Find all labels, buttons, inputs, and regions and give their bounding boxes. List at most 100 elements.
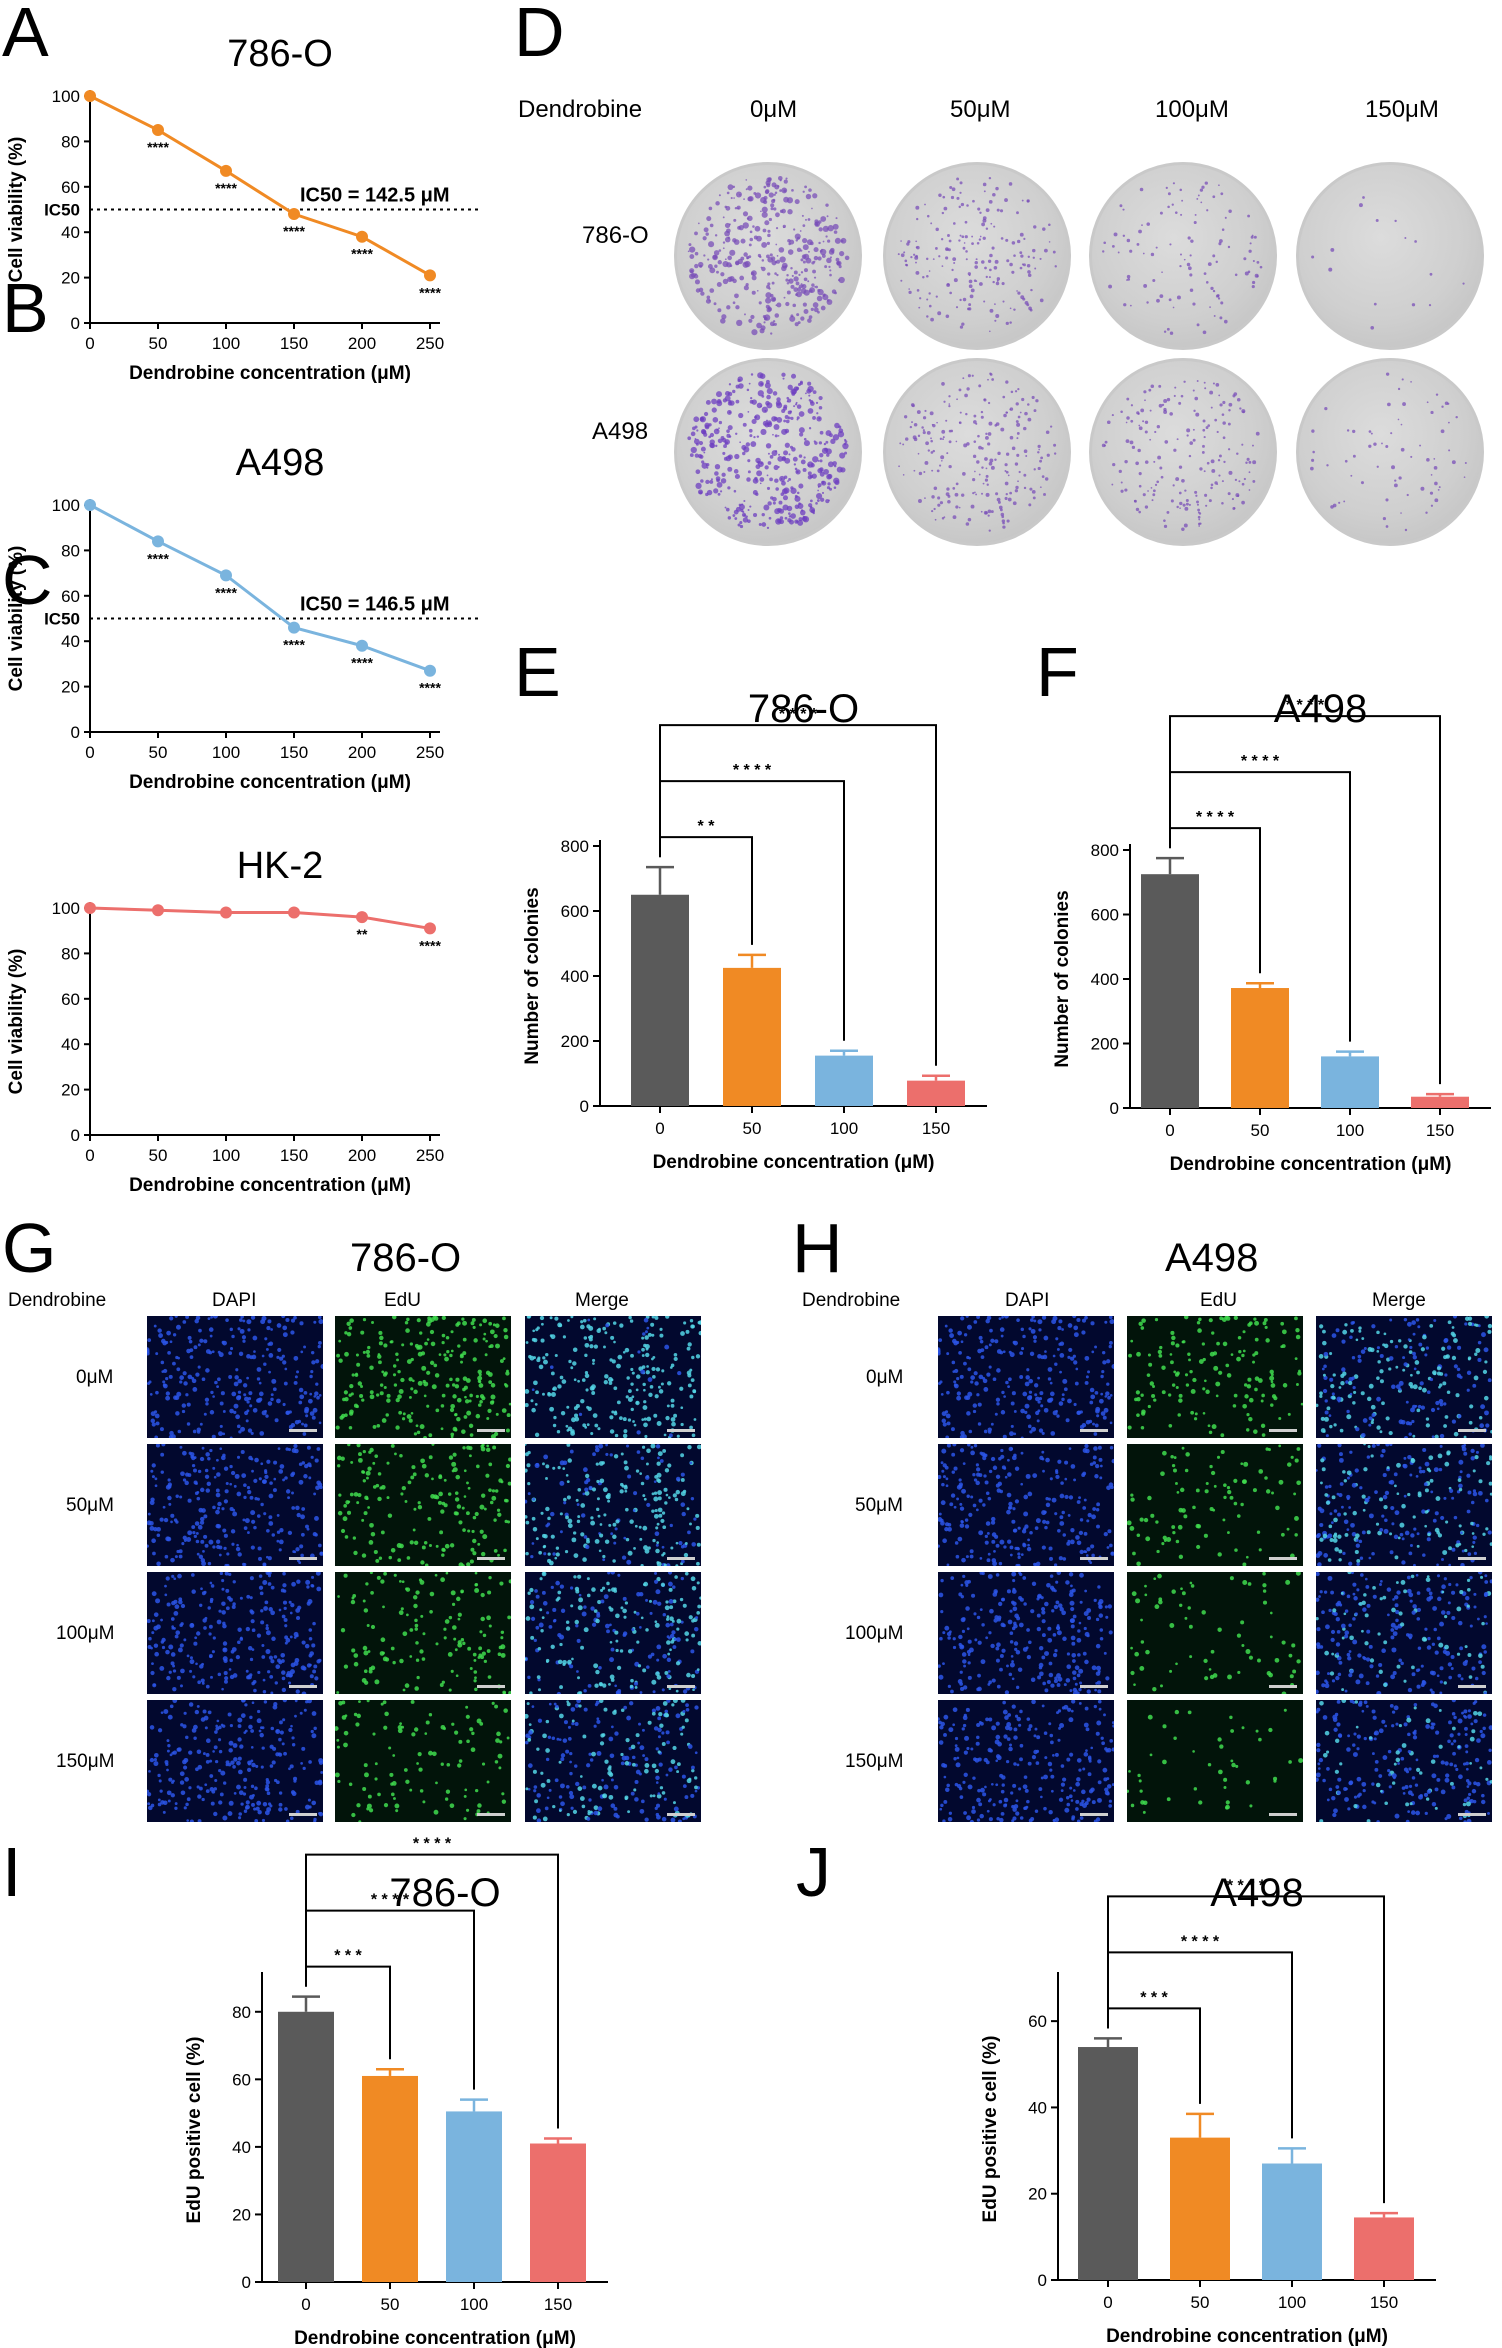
chart-F-ytick-label-600: 600 [1091,906,1119,925]
edu-786o-scale-bar-r3-c0 [289,1813,317,1816]
chart-E-bar-0 [631,894,689,1106]
chart-I-xtick-label-50: 50 [381,2295,400,2314]
panel-letter-f: F [1036,633,1079,711]
edu-786o-cells-r1-c2 [525,1444,701,1566]
edu-a498-cells-r2-c1 [1130,1572,1301,1694]
chart-B-point-200 [356,639,368,652]
chart-A-ytick-label-60: 60 [61,178,80,197]
plates-col-0: 0μM [750,96,798,123]
chart-C-point-0 [84,902,96,914]
chart-C-point-50 [152,904,164,917]
chart-I-bracket-3 [305,1853,559,2129]
colony-plate-dots-r1-c2 [1101,380,1260,532]
chart-B-xtick-label-100: 100 [212,743,240,762]
chart-A-ytick-label-100: 100 [52,87,80,106]
chart-B-ic50-annotation: IC50 = 146.5 μM [300,594,450,616]
edu-a498-cells-r1-c0 [938,1444,1114,1566]
edu-a498-cells-r3-c2 [1316,1700,1492,1822]
colony-plate-dots-r1-c1 [898,372,1057,532]
edu-786o-cells-r0-c2 [525,1316,701,1438]
chart-J-xtick-label-50: 50 [1191,2293,1210,2312]
edu-786o-treatment-label: Dendrobine [8,1290,107,1311]
chart-B-ytick-label-100: 100 [52,496,80,515]
edu-786o-scale-bar-r3-c2 [667,1813,695,1816]
chart-E-title: 786-O [748,687,859,731]
edu-a498-scale-bar-r2-c0 [1080,1685,1108,1688]
edu-a498-cells-r3-c0 [938,1700,1114,1822]
chart-A-xtick-label-0: 0 [85,334,94,353]
chart-B-sig-150: **** [283,637,305,653]
chart-B-sig-200: **** [351,655,373,671]
plates-row-a498: A498 [592,418,649,445]
chart-A-ytick-label-80: 80 [61,132,80,151]
chart-C-xtick-label-200: 200 [348,1146,376,1165]
chart-J-ylabel: EdU positive cell (%) [980,2036,1001,2223]
chart-I-bracket-label-1: * * * [334,1948,362,1965]
chart-F-title: A498 [1274,687,1367,731]
chart-F-bracket-label-3: * * * * [1286,697,1325,714]
chart-E-xtick-label-150: 150 [922,1119,950,1138]
colony-plate-dots-r1-c3 [1310,372,1467,532]
edu-a498-image-r2-c2 [1316,1572,1492,1694]
chart-I-ytick-label-20: 20 [232,2205,251,2224]
edu-a498-scale-bar-r0-c1 [1269,1429,1297,1432]
chart-E-ylabel: Number of colonies [522,887,543,1064]
edu-786o-cells-r3-c2 [525,1700,701,1822]
chart-A-point-250 [424,269,436,282]
edu-a498-image-r1-c0 [938,1444,1114,1566]
chart-B-point-0 [84,499,96,511]
chart-B-ic50-label: IC50 [44,610,80,629]
chart-I-xlabel: Dendrobine concentration (μM) [294,2328,576,2348]
chart-C-ytick-label-100: 100 [52,899,80,918]
chart-J-ytick-label-40: 40 [1028,2098,1047,2117]
panel-letter-h: H [792,1209,843,1287]
edu-786o-cells-r3-c1 [335,1700,510,1822]
chart-F-ytick-label-0: 0 [1110,1099,1119,1118]
colony-plate-r1-c1 [883,358,1071,546]
edu-a498-scale-bar-r2-c2 [1458,1685,1486,1688]
chart-E-xlabel: Dendrobine concentration (μM) [653,1152,935,1173]
edu-a498-scale-bar-r1-c1 [1269,1557,1297,1560]
chart-I-xtick-label-150: 150 [544,2295,572,2314]
chart-E-bracket-label-1: * * [698,818,716,835]
chart-E-ytick-label-800: 800 [561,837,589,856]
edu-786o-scale-bar-r0-c2 [667,1429,695,1432]
chart-F-bar-0 [1141,874,1199,1108]
chart-B-xtick-label-200: 200 [348,743,376,762]
edu-a498-scale-bar-r1-c0 [1080,1557,1108,1560]
chart-A-ic50-annotation: IC50 = 142.5 μM [300,185,450,207]
edu-a498-cells-r0-c1 [1127,1316,1303,1438]
chart-A-point-0 [84,90,96,102]
chart-A-ytick-label-20: 20 [61,269,80,288]
chart-C-title: HK-2 [237,845,324,887]
edu-a498-channel-merge: Merge [1372,1290,1426,1311]
chart-E-bracket-label-2: * * * * [733,762,772,779]
edu-786o-image-r1-c1 [335,1444,511,1566]
edu-a498-scale-bar-r3-c1 [1269,1813,1297,1816]
edu-786o-image-r0-c1 [335,1316,511,1438]
chart-C-ytick-label-20: 20 [61,1081,80,1100]
chart-I-bar-100 [446,2111,502,2282]
edu-786o-image-r0-c2 [525,1316,701,1438]
edu-a498-cells-r3-c1 [1127,1708,1303,1814]
panel-letter-g: G [2,1209,57,1287]
edu-images-786o-title: 786-O [350,1236,462,1280]
colony-plate-r0-c1 [883,162,1071,350]
edu-a498-channel-dapi: DAPI [1005,1290,1050,1311]
chart-J-bar-150 [1354,2217,1414,2280]
panel-letter-a: A [2,0,49,71]
chart-A-ytick-label-40: 40 [61,223,80,242]
colony-plate-dots-r0-c3 [1311,196,1465,330]
chart-J-bracket-label-3: * * * * [1227,1877,1266,1894]
chart-J-title: A498 [1210,1871,1303,1915]
edu-786o-scale-bar-r1-c0 [289,1557,317,1560]
chart-I-bar-0 [278,2011,334,2282]
colony-plate-dots-r1-c0 [687,372,849,530]
edu-786o-image-r2-c0 [147,1572,323,1694]
chart-A-series-line [89,94,431,277]
edu-786o-row-50: 50μM [66,1495,114,1516]
viability-chart-786o: 786-O 0 20 40 60 80 100 0 50 100 150 200 250 Dendrobi… [6,33,480,384]
edu-786o-image-r1-c2 [525,1444,701,1566]
chart-C-xtick-label-100: 100 [212,1146,240,1165]
edu-a498-image-r3-c2 [1316,1700,1492,1822]
